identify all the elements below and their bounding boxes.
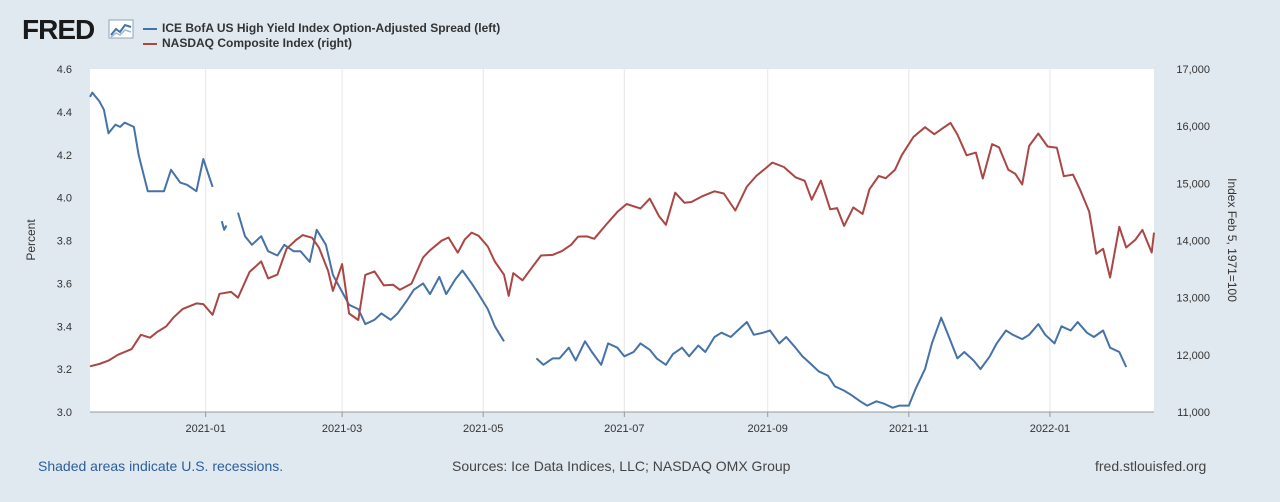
left-y-tick-label: 3.2: [57, 364, 72, 376]
x-tick-label: 2021-09: [748, 423, 788, 435]
legend-label-nasdaq: NASDAQ Composite Index (right): [162, 36, 353, 50]
legend-swatch-spread: [143, 27, 157, 30]
left-y-tick-label: 3.4: [57, 321, 72, 333]
legend-item-spread[interactable]: ICE BofA US High Yield Index Option-Adju…: [143, 21, 500, 36]
x-tick-label: 2021-07: [604, 423, 644, 435]
line-chart: 2021-01 2021-03 2021-05 2021-07 2021-09 2021-…: [24, 64, 1239, 435]
left-y-tick-label: 3.8: [57, 236, 72, 248]
right-y-tick-label: 14,000: [1176, 236, 1210, 248]
x-tick-label: 2021-03: [322, 423, 362, 435]
legend-label-spread: ICE BofA US High Yield Index Option-Adju…: [162, 21, 501, 35]
right-y-axis: 11,000 12,000 13,000 14,000 15,000 16,000 17,0…: [1176, 64, 1210, 419]
x-tick-label: 2021-05: [463, 423, 503, 435]
x-tick-label: 2021-01: [185, 423, 225, 435]
legend-item-nasdaq[interactable]: NASDAQ Composite Index (right): [143, 36, 500, 51]
left-y-tick-label: 4.6: [57, 64, 72, 76]
right-y-tick-label: 16,000: [1176, 121, 1210, 133]
chart-legend: ICE BofA US High Yield Index Option-Adju…: [143, 21, 500, 51]
legend-swatch-nasdaq: [143, 42, 157, 45]
x-tick-label: 2022-01: [1030, 423, 1070, 435]
left-y-tick-label: 4.0: [57, 193, 72, 205]
series-group: [89, 91, 1155, 409]
left-y-tick-label: 3.0: [57, 407, 72, 419]
left-y-tick-label: 4.2: [57, 150, 72, 162]
recessions-note[interactable]: Shaded areas indicate U.S. recessions.: [38, 458, 284, 474]
series-line-nasdaq[interactable]: [89, 121, 1155, 368]
line-graph-icon: [108, 19, 134, 39]
series-line-spread[interactable]: [89, 91, 1128, 409]
sources-text: Sources: Ice Data Indices, LLC; NASDAQ O…: [452, 458, 791, 474]
right-y-tick-label: 11,000: [1177, 407, 1210, 419]
left-axis-title: Percent: [24, 219, 38, 261]
right-axis-title: Index Feb 5, 1971=100: [1225, 178, 1239, 302]
right-y-tick-label: 13,000: [1176, 293, 1210, 305]
right-y-tick-label: 12,000: [1176, 350, 1210, 362]
fred-logo[interactable]: FRED: [22, 14, 95, 45]
right-y-tick-label: 17,000: [1176, 64, 1210, 76]
left-y-tick-label: 3.6: [57, 278, 72, 290]
x-axis: 2021-01 2021-03 2021-05 2021-07 2021-09 2021-…: [90, 411, 1154, 435]
right-y-tick-label: 15,000: [1176, 178, 1210, 190]
left-y-axis: 3.0 3.2 3.4 3.6 3.8 4.0 4.2 4.4 4.6: [57, 64, 72, 419]
site-link[interactable]: fred.stlouisfed.org: [1095, 458, 1207, 474]
x-tick-label: 2021-11: [889, 423, 929, 435]
left-y-tick-label: 4.4: [57, 107, 72, 119]
